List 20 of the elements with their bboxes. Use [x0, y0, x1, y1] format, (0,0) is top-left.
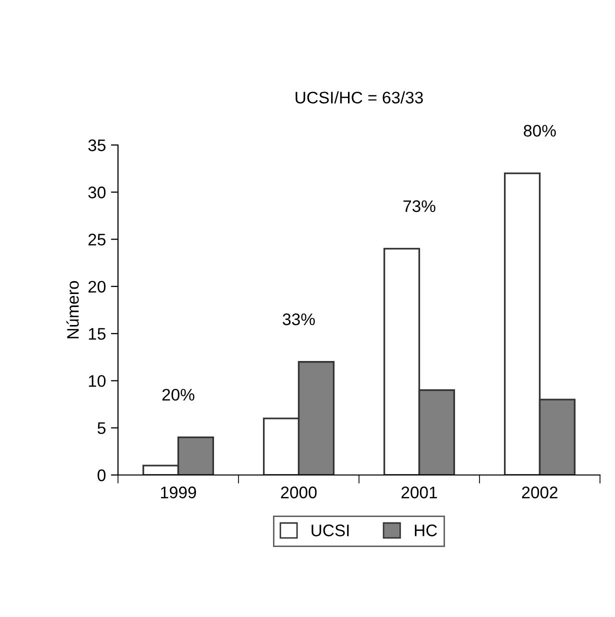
- y-axis-title: Número: [66, 281, 79, 338]
- legend-label: UCSI: [312, 524, 349, 536]
- text: 80%: [524, 124, 556, 137]
- annotation: 33%: [282, 313, 315, 326]
- y-tick-label: 0: [98, 469, 106, 482]
- x-tick-label: 2001: [402, 486, 437, 498]
- y-tick-label: 10: [88, 375, 106, 387]
- annotation: 20%: [162, 388, 194, 401]
- y-tick-label: 35: [88, 139, 106, 152]
- x-tick-label: 2002: [522, 486, 558, 498]
- y-tick-label: 30: [88, 186, 106, 198]
- x-tick-label: 2000: [281, 486, 317, 498]
- y-tick-label: 25: [88, 234, 106, 246]
- legend-label: HC: [414, 524, 437, 536]
- chart-title: UCSI/HC = 63/33: [296, 91, 423, 104]
- annotation: 73%: [403, 200, 436, 212]
- y-tick-label: 5: [98, 422, 106, 434]
- y-tick-label: 20: [88, 280, 106, 293]
- x-tick-label: 1999: [160, 486, 196, 498]
- y-tick-label: 15: [88, 328, 106, 340]
